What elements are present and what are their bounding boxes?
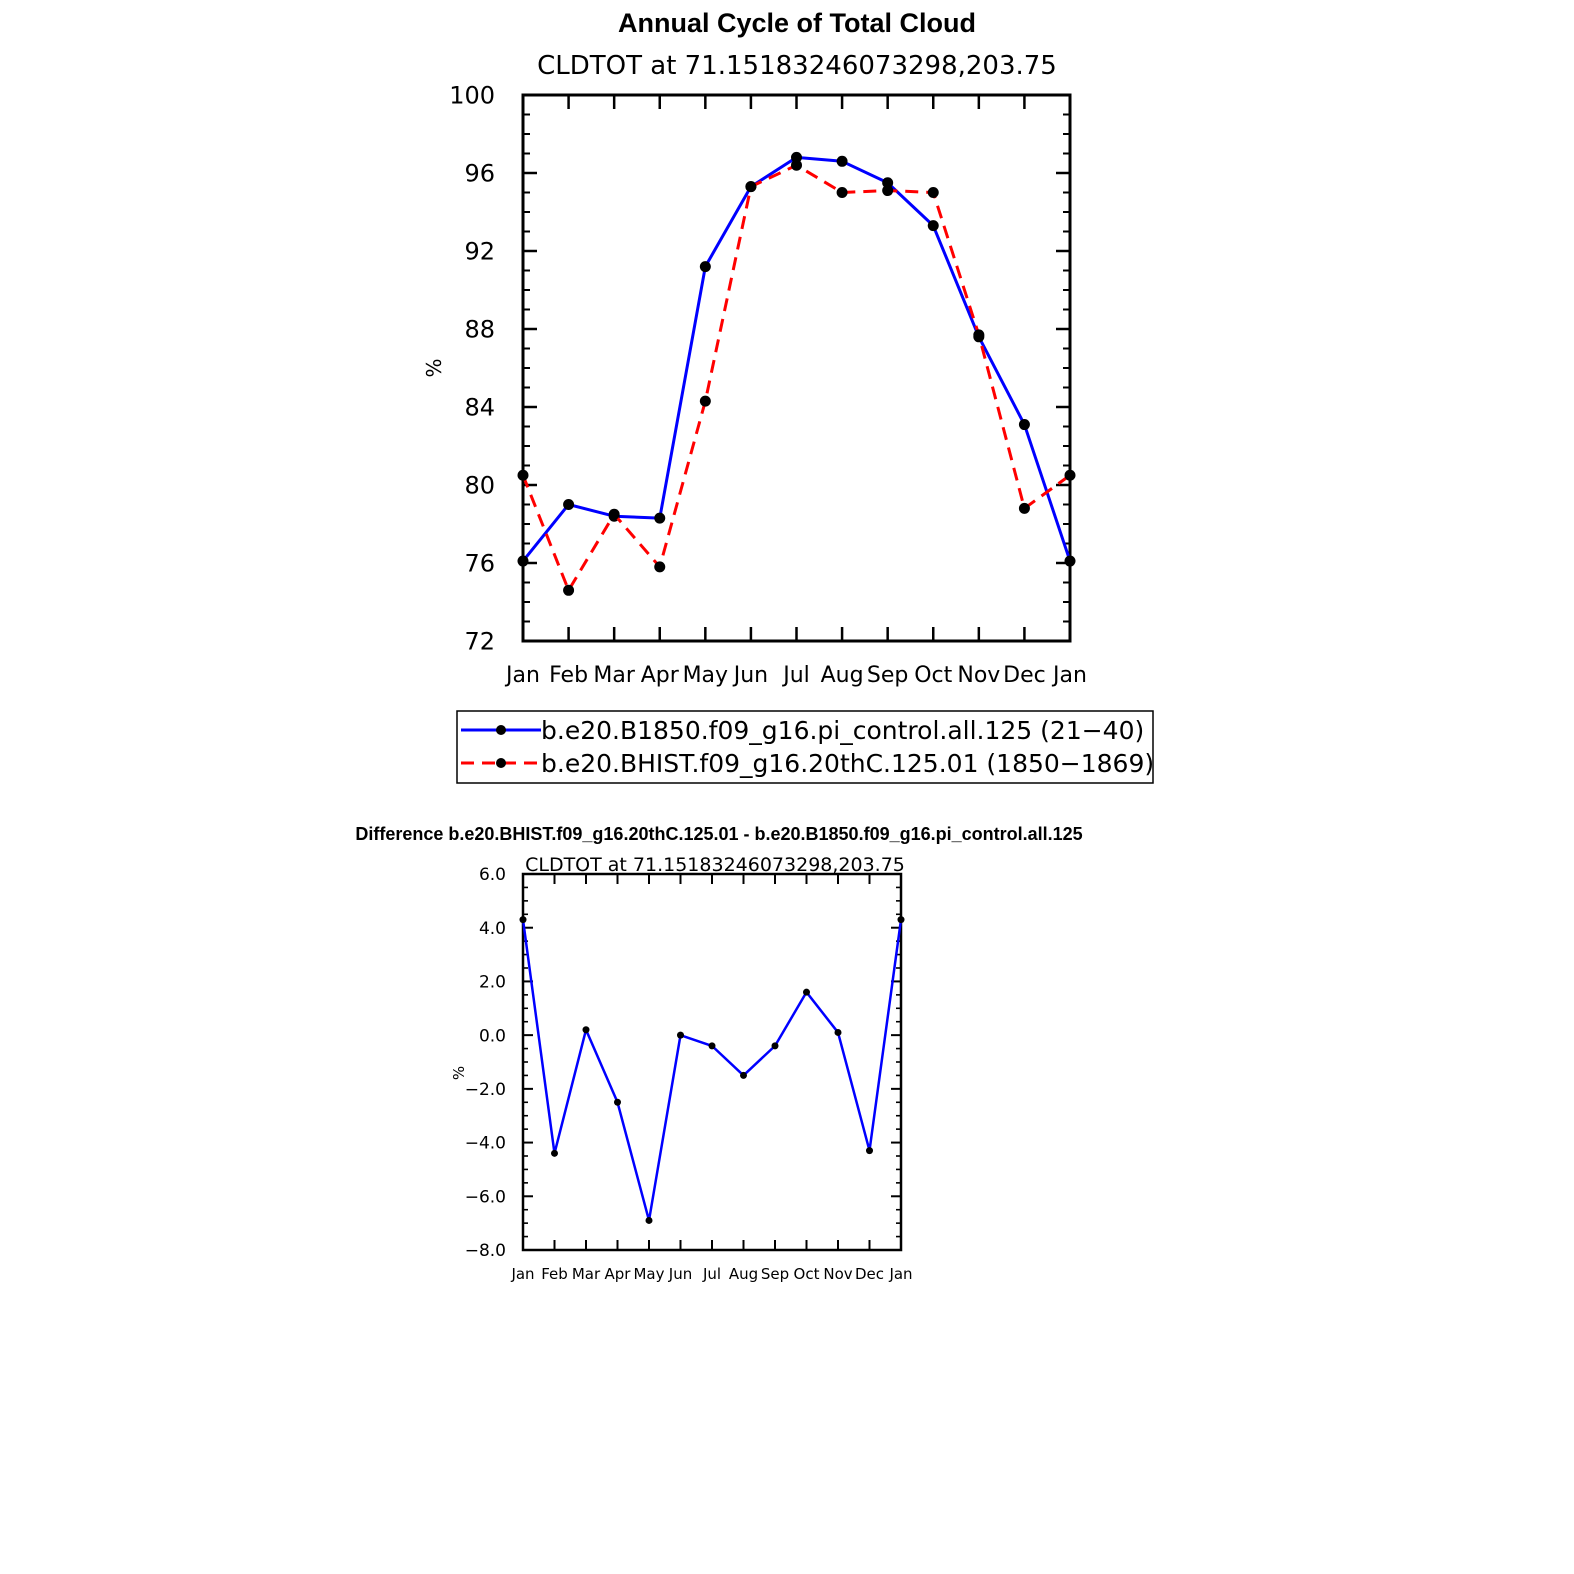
series-2-point (608, 508, 620, 520)
series-1-point (654, 512, 666, 524)
x-tick-label: Nov (957, 663, 1000, 688)
chart1-legend: b.e20.B1850.f09_g16.pi_control.all.125 (… (456, 710, 1154, 784)
chart1-plot: Jan Feb Mar Apr May Jun Jul Aug Sep Oct Nov Dec Jan7… (449, 82, 1087, 688)
plot-frame (521, 872, 903, 1252)
series-1-point (563, 499, 575, 510)
series-1-point (740, 1071, 747, 1079)
y-tick-label: 72 (464, 628, 495, 656)
x-tick-label: Feb (541, 1265, 568, 1283)
legend-box (456, 710, 1154, 784)
series-1-point (614, 1098, 621, 1106)
x-tick-label: Jun (668, 1265, 692, 1283)
x-tick-label: Nov (823, 1265, 852, 1283)
y-tick-label: 92 (464, 238, 495, 266)
x-tick-label: Sep (761, 1265, 789, 1283)
series-1-point (1018, 419, 1030, 431)
series-1-point (791, 151, 802, 163)
series-2-point (882, 185, 894, 197)
x-tick-label: Apr (641, 663, 680, 688)
legend-marker-series-1 (496, 725, 506, 735)
x-tick-label: Jul (781, 663, 810, 688)
x-tick-label: Dec (855, 1265, 884, 1283)
legend-label-series-2: b.e20.BHIST.f09_g16.20thC.125.01 (1850−1… (541, 749, 1154, 778)
series-1-point (927, 220, 939, 232)
y-tick-label: 6.0 (479, 865, 506, 885)
x-tick-label: Apr (605, 1265, 632, 1283)
x-tick-label: Jan (888, 1265, 912, 1283)
x-tick-label: Aug (821, 663, 864, 688)
x-tick-label: Dec (1003, 663, 1046, 688)
x-tick-label: May (683, 663, 728, 688)
legend-label-series-1: b.e20.B1850.f09_g16.pi_control.all.125 (… (541, 716, 1144, 745)
y-tick-label: 100 (449, 82, 495, 110)
chart1-subtitle: CLDTOT at 71.15183246073298,203.75 (537, 51, 1057, 81)
series-2-point (927, 187, 939, 198)
x-tick-label: Mar (593, 663, 635, 688)
chart2-plot: Jan Feb Mar Apr May Jun Jul Aug Sep Oct Nov Dec Jan−… (465, 865, 913, 1283)
x-tick-label: Jan (504, 663, 540, 688)
series-2-point (1064, 469, 1076, 481)
y-tick-label: −8.0 (465, 1241, 506, 1261)
series-1-point (882, 177, 894, 189)
series-2-point (791, 159, 802, 171)
x-tick-label: May (633, 1265, 664, 1283)
chart2-ylabel: % (450, 1066, 468, 1080)
series-1-point (708, 1042, 716, 1050)
x-tick-label: Sep (867, 663, 908, 688)
series-1-point (897, 916, 905, 924)
series-1-point (866, 1147, 873, 1155)
x-tick-label: Jun (732, 663, 768, 688)
y-tick-label: 4.0 (479, 919, 506, 939)
chart1-ylabel: % (422, 358, 446, 377)
series-2-point (836, 187, 848, 198)
x-tick-label: Jan (510, 1265, 534, 1283)
series-1-point (1064, 555, 1076, 567)
y-tick-label: 80 (464, 472, 495, 500)
y-tick-label: 88 (464, 316, 495, 344)
series-1-line (521, 919, 903, 1222)
series-1-point (836, 155, 848, 167)
series-1-point (699, 261, 711, 273)
x-tick-label: Oct (914, 663, 952, 688)
y-tick-label: −4.0 (465, 1134, 506, 1154)
series-1-point (834, 1028, 842, 1036)
series-2-point (699, 395, 711, 407)
series-2-point (517, 469, 529, 481)
y-tick-label: 2.0 (479, 973, 506, 993)
series-1-point (519, 916, 527, 924)
x-tick-label: Mar (572, 1265, 601, 1283)
series-1-point (645, 1216, 653, 1224)
series-1-point (771, 1042, 779, 1050)
y-tick-label: 84 (464, 394, 495, 422)
series-2-point (973, 329, 985, 341)
chart2-subtitle: CLDTOT at 71.15183246073298,203.75 (525, 854, 905, 876)
y-tick-label: 96 (464, 160, 495, 188)
series-1-point (582, 1026, 590, 1034)
series-2-point (654, 561, 666, 573)
series-1-line (521, 155, 1072, 562)
series-2-point (1018, 502, 1030, 514)
x-tick-label: Aug (729, 1265, 758, 1283)
series-1-point (803, 988, 810, 996)
series-1-point (551, 1149, 558, 1157)
legend-marker-series-2 (496, 758, 506, 768)
series-2-point (745, 181, 757, 193)
series-1-point (677, 1031, 684, 1039)
chart1-title: Annual Cycle of Total Cloud (618, 8, 976, 38)
x-tick-label: Feb (549, 663, 588, 688)
y-tick-label: 0.0 (479, 1026, 506, 1046)
series-2-point (563, 584, 575, 596)
y-tick-label: 76 (464, 550, 495, 578)
x-tick-label: Oct (794, 1265, 820, 1283)
series-1-point (517, 555, 529, 567)
y-tick-label: −6.0 (465, 1187, 506, 1207)
series-2-line (521, 163, 1071, 592)
chart2-title: Difference b.e20.BHIST.f09_g16.20thC.125… (355, 824, 1082, 844)
x-tick-label: Jan (1051, 663, 1087, 688)
y-tick-label: −2.0 (465, 1080, 506, 1100)
x-tick-label: Jul (702, 1265, 721, 1283)
